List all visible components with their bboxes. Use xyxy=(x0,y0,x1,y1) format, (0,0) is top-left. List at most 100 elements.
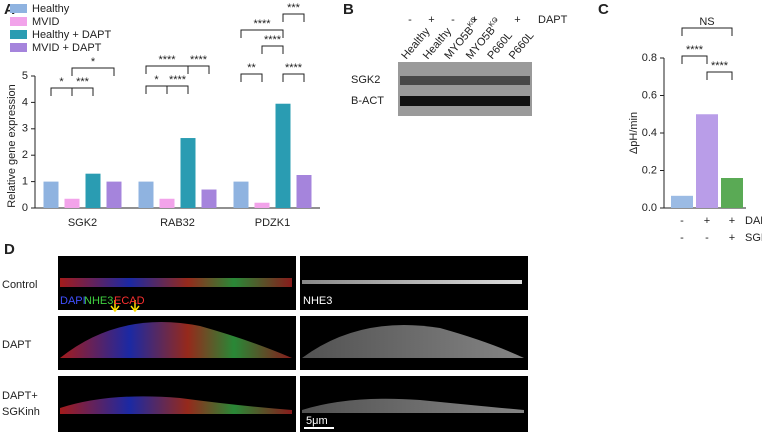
significance-label: **** xyxy=(190,54,208,66)
treatment-sign: - xyxy=(451,14,455,26)
significance-label: **** xyxy=(169,74,187,86)
condition-sign: + xyxy=(729,232,735,244)
significance-label: **** xyxy=(253,18,271,30)
condition-label: DAPT xyxy=(745,215,762,227)
micrographs xyxy=(58,256,528,432)
bar xyxy=(254,202,270,208)
x-tick-label: PDZK1 xyxy=(255,217,290,229)
bar xyxy=(721,178,743,208)
bar xyxy=(180,138,196,208)
bar xyxy=(64,198,80,208)
row-label: DAPT+ xyxy=(2,390,38,402)
significance-bracket xyxy=(282,13,305,22)
blot-band xyxy=(400,76,530,85)
treatment-label: DAPT xyxy=(538,14,568,26)
significance-bracket xyxy=(145,65,189,74)
channel-label: NHE3 xyxy=(303,295,332,307)
significance-label: ** xyxy=(247,62,256,74)
blot-row-label: SGK2 xyxy=(351,74,380,86)
scale-bar-label: 5μm xyxy=(306,415,328,427)
significance-bracket xyxy=(187,65,210,74)
channel-label: ECAD xyxy=(114,295,145,307)
significance-label: *** xyxy=(287,2,301,14)
legend-label: Healthy xyxy=(32,3,70,15)
bar xyxy=(43,181,59,208)
bar xyxy=(201,189,217,208)
panel-label: A xyxy=(4,1,15,18)
legend-swatch xyxy=(10,4,27,13)
significance-bracket xyxy=(71,87,94,96)
panel-label: B xyxy=(343,1,354,18)
bar xyxy=(296,175,312,208)
condition-sign: - xyxy=(680,215,684,227)
y-tick-label: 4 xyxy=(22,96,28,108)
panel-label: D xyxy=(4,241,15,258)
x-tick-label: SGK2 xyxy=(68,217,97,229)
bar xyxy=(275,103,291,208)
significance-label: * xyxy=(154,74,159,86)
y-tick-label: 3 xyxy=(22,123,28,135)
channel-label: DAPI xyxy=(60,295,86,307)
bar xyxy=(159,198,175,208)
bar xyxy=(671,195,693,208)
legend-label: MVID xyxy=(32,16,60,28)
significance-label: **** xyxy=(285,62,303,74)
condition-label: SGKinh xyxy=(745,232,762,244)
row-label: SGKinh xyxy=(2,406,40,418)
y-tick-label: 1 xyxy=(22,176,28,188)
blot-image xyxy=(398,62,532,116)
significance-bracket xyxy=(240,29,284,38)
y-tick-label: 5 xyxy=(22,70,28,82)
significance-label: **** xyxy=(686,44,704,56)
legend-swatch xyxy=(10,30,27,39)
y-axis-label: ΔpH/min xyxy=(628,112,640,154)
significance-bracket xyxy=(681,55,708,64)
y-tick-label: 2 xyxy=(22,149,28,161)
significance-bracket xyxy=(166,85,189,94)
legend-swatch xyxy=(10,43,27,52)
row-label: Control xyxy=(2,279,37,291)
significance-bracket xyxy=(50,87,73,96)
legend-label: Healthy + DAPT xyxy=(32,29,111,41)
x-tick-label: RAB32 xyxy=(160,217,195,229)
bar xyxy=(85,173,101,208)
significance-bracket xyxy=(706,71,733,80)
significance-label: **** xyxy=(158,54,176,66)
legend-swatch xyxy=(10,17,27,26)
row-label: DAPT xyxy=(2,339,32,351)
significance-bracket xyxy=(681,27,733,36)
bar xyxy=(138,181,154,208)
significance-label: **** xyxy=(711,60,729,72)
significance-bracket xyxy=(71,67,115,76)
y-tick-label: 0.0 xyxy=(642,202,657,214)
significance-label: * xyxy=(59,76,64,88)
bar xyxy=(696,114,718,208)
y-tick-label: 0.6 xyxy=(642,89,657,101)
condition-sign: + xyxy=(729,215,735,227)
channel-label: NHE3 xyxy=(84,295,113,307)
significance-label: * xyxy=(91,56,96,68)
treatment-sign: + xyxy=(471,14,477,26)
treatment-sign: + xyxy=(514,14,520,26)
y-tick-label: 0.2 xyxy=(642,164,657,176)
significance-bracket xyxy=(282,73,305,82)
treatment-sign: + xyxy=(428,14,434,26)
bar xyxy=(233,181,249,208)
significance-bracket xyxy=(261,45,284,54)
legend-label: MVID + DAPT xyxy=(32,42,102,54)
significance-bracket xyxy=(145,85,168,94)
significance-label: *** xyxy=(76,76,90,88)
y-axis-label: Relative gene expression xyxy=(6,84,18,208)
panel-label: C xyxy=(598,1,609,18)
significance-label: **** xyxy=(264,34,282,46)
y-tick-label: 0 xyxy=(22,202,28,214)
bar xyxy=(106,181,122,208)
condition-sign: - xyxy=(705,232,709,244)
blot-row-label: B-ACT xyxy=(351,95,384,107)
condition-sign: - xyxy=(680,232,684,244)
significance-label: NS xyxy=(699,16,714,28)
y-tick-label: 0.4 xyxy=(642,127,657,139)
blot-band xyxy=(400,96,530,106)
